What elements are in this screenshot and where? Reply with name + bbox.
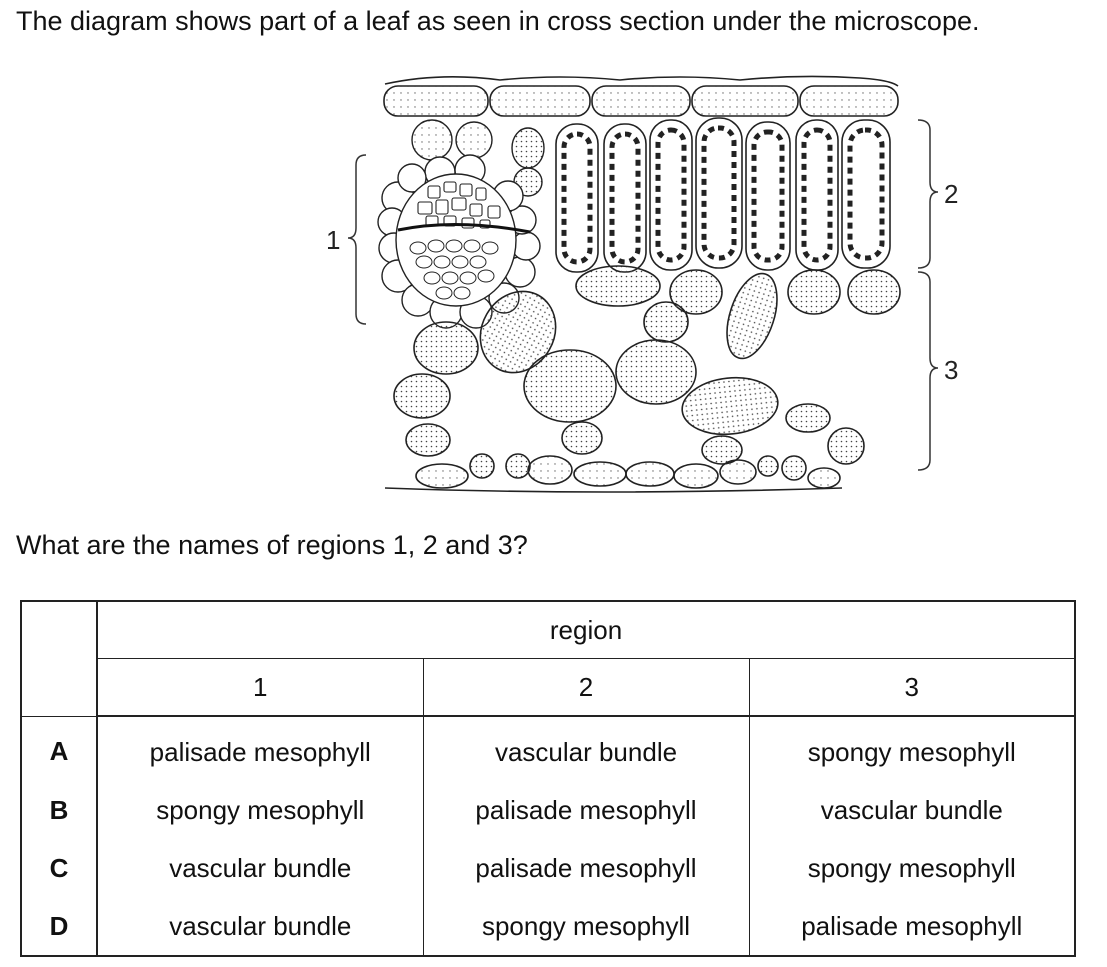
region-label-3: 3 — [944, 355, 958, 385]
option-cell-region-1: spongy mesophyll — [156, 794, 365, 825]
spongy-mesophyll — [393, 265, 901, 465]
option-row-d[interactable]: D vascular bundle spongy mesophyll palis… — [21, 897, 1076, 956]
brace-3 — [917, 271, 939, 471]
palisade-layer — [555, 117, 891, 273]
region-braces — [347, 119, 939, 471]
region-group-header: region — [97, 601, 1076, 659]
option-letter: B — [21, 781, 98, 839]
region-label-1: 1 — [326, 225, 340, 255]
question-text: What are the names of regions 1, 2 and 3… — [16, 530, 528, 560]
upper-epidermis — [383, 75, 899, 117]
column-header-region-2: 2 — [422, 658, 749, 717]
option-cell-region-2: vascular bundle — [422, 716, 749, 781]
option-cell-region-1: vascular bundle — [169, 852, 352, 883]
column-header-region-1: 1 — [97, 658, 423, 717]
option-cell-region-2: spongy mesophyll — [422, 897, 749, 956]
option-letter: C — [21, 839, 98, 897]
leaf-cross-section-diagram: 1 2 3 — [326, 75, 958, 493]
option-cell-region-1: vascular bundle — [169, 910, 352, 941]
vascular-bundle — [377, 119, 545, 329]
option-row-a[interactable]: A palisade mesophyll vascular bundle spo… — [21, 716, 1076, 781]
option-cell-region-3: spongy mesophyll — [748, 716, 1076, 781]
option-cell-region-3: vascular bundle — [748, 781, 1076, 839]
option-row-c[interactable]: C vascular bundle palisade mesophyll spo… — [21, 839, 1076, 897]
intro-text: The diagram shows part of a leaf as seen… — [16, 6, 980, 36]
column-header-region-3: 3 — [748, 658, 1076, 717]
lower-epidermis — [384, 453, 843, 493]
option-letter: D — [21, 897, 98, 956]
option-row-b[interactable]: B spongy mesophyll palisade mesophyll va… — [21, 781, 1076, 839]
option-cell-region-2: palisade mesophyll — [422, 839, 749, 897]
option-cell-region-2: palisade mesophyll — [422, 781, 749, 839]
region-label-2: 2 — [944, 179, 958, 209]
brace-1 — [347, 154, 367, 325]
option-cell-region-3: spongy mesophyll — [748, 839, 1076, 897]
option-cell-region-1: palisade mesophyll — [149, 736, 371, 767]
blank-header-cell — [21, 601, 98, 717]
answer-options-table: region 1 2 3 A palisade mesophyll vascul… — [20, 600, 1077, 957]
option-letter: A — [21, 716, 98, 781]
option-cell-region-3: palisade mesophyll — [748, 897, 1076, 956]
brace-2 — [917, 119, 939, 269]
